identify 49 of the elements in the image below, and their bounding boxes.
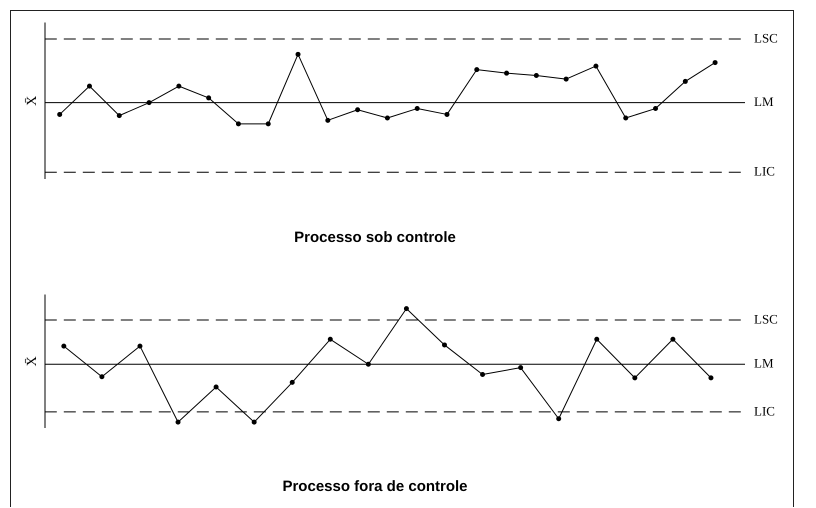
point <box>534 73 539 78</box>
ref-line-label: LM <box>754 94 774 110</box>
point <box>414 106 420 112</box>
point <box>116 113 122 118</box>
point <box>474 67 480 72</box>
point <box>176 420 181 425</box>
point <box>594 336 600 342</box>
point <box>712 60 718 66</box>
point <box>444 112 450 117</box>
y-axis-title: X̄ <box>24 96 40 106</box>
point <box>176 84 182 89</box>
point <box>632 375 638 380</box>
point <box>296 52 301 57</box>
point <box>518 365 524 370</box>
point <box>593 64 598 69</box>
point <box>325 118 330 123</box>
text: Processo fora de controle <box>282 478 468 496</box>
point <box>290 380 295 385</box>
point <box>670 336 676 342</box>
point <box>556 416 562 422</box>
point <box>61 344 66 349</box>
point <box>653 106 658 112</box>
point <box>99 374 104 380</box>
point <box>137 344 142 349</box>
point <box>252 420 257 425</box>
point <box>384 115 390 120</box>
point <box>623 115 628 120</box>
point <box>236 121 241 126</box>
point <box>442 342 447 348</box>
ref-line-label: LSC <box>754 30 778 46</box>
ref-line-label: LSC <box>754 311 778 326</box>
point <box>328 336 333 342</box>
ref-line-label: LIC <box>754 403 775 418</box>
point <box>57 112 62 117</box>
point <box>682 78 688 84</box>
point <box>504 70 510 76</box>
ref-line-label: LM <box>754 356 774 371</box>
point <box>564 76 569 82</box>
point <box>404 306 409 312</box>
text: Processo sob controle <box>294 229 456 246</box>
y-axis-title: X̄ <box>24 356 40 366</box>
point <box>214 384 219 390</box>
point <box>708 375 714 380</box>
point <box>355 107 360 112</box>
ref-line-label: LIC <box>754 164 775 179</box>
point <box>86 84 92 89</box>
point <box>480 372 486 377</box>
point <box>206 95 212 100</box>
point <box>266 121 271 126</box>
